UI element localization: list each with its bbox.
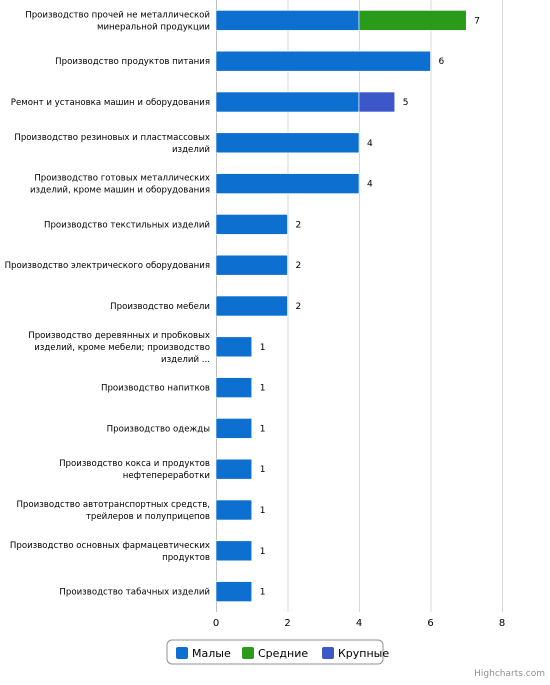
x-axis-ticks: 0 2 4 6 8 — [213, 618, 505, 629]
legend-item-1[interactable]: Малые — [176, 647, 231, 660]
data-label: 2 — [296, 261, 302, 271]
legend-swatch — [322, 647, 334, 659]
category-label: Производство мебели — [110, 302, 210, 312]
bar-1-7[interactable] — [215, 254, 288, 276]
legend-item-3[interactable]: Крупные — [322, 647, 389, 660]
x-tick-label: 0 — [213, 618, 219, 629]
category-label: Производство деревянных и пробковых издел… — [28, 331, 210, 365]
bar-1-8[interactable] — [215, 295, 288, 317]
x-tick-label: 4 — [356, 618, 362, 629]
bar-2-1[interactable] — [358, 10, 467, 31]
data-label: 2 — [296, 302, 302, 312]
bar-1-5[interactable] — [215, 173, 360, 194]
category-label: Производство готовых металлических издели… — [30, 174, 210, 196]
category-label: Ремонт и установка машин и оборудования — [11, 98, 210, 108]
data-label: 6 — [439, 57, 445, 67]
category-label: Производство одежды — [107, 424, 211, 434]
category-labels: Производство прочей не металлической мине… — [5, 10, 211, 597]
bar-1-12[interactable] — [215, 458, 253, 480]
category-label: Производство напитков — [101, 384, 210, 394]
data-label: 1 — [260, 547, 266, 557]
bar-1-2[interactable] — [215, 50, 431, 72]
data-label: 1 — [260, 588, 266, 598]
data-label: 1 — [260, 465, 266, 475]
category-label: Производство резиновых и пластмассовых из… — [14, 133, 210, 155]
category-label: Производство табачных изделий — [59, 588, 210, 598]
bar-3-3[interactable] — [358, 91, 396, 113]
data-label: 1 — [260, 343, 266, 353]
data-labels: 7 6 5 4 4 2 2 2 1 1 1 1 1 1 1 — [260, 16, 480, 597]
bar-1-1[interactable] — [215, 10, 360, 31]
category-label: Производство кокса и продуктов нефтеперер… — [59, 459, 210, 481]
bar-1-6[interactable] — [215, 214, 288, 235]
data-label: 2 — [296, 220, 302, 230]
data-label: 1 — [260, 384, 266, 394]
bar-1-4[interactable] — [215, 132, 360, 154]
legend-label: Малые — [192, 647, 231, 660]
bars — [215, 10, 467, 602]
data-label: 7 — [474, 16, 480, 26]
bar-1-14[interactable] — [215, 540, 253, 562]
legend-swatch — [242, 647, 254, 659]
category-label: Производство продуктов питания — [55, 57, 210, 67]
x-tick-label: 2 — [284, 618, 290, 629]
legend-swatch — [176, 647, 188, 659]
bar-1-10[interactable] — [215, 377, 253, 398]
x-tick-label: 8 — [499, 618, 505, 629]
category-label: Производство основных фармацевтических пр… — [10, 541, 210, 563]
data-label: 4 — [367, 180, 373, 190]
bar-1-13[interactable] — [215, 499, 253, 521]
legend-label: Крупные — [338, 647, 389, 660]
category-label: Производство прочей не металлической мине… — [25, 10, 210, 32]
legend-item-2[interactable]: Средние — [242, 647, 308, 660]
bar-1-9[interactable] — [215, 336, 253, 358]
data-label: 1 — [260, 424, 266, 434]
bar-1-15[interactable] — [215, 581, 253, 602]
data-label: 5 — [403, 98, 409, 108]
credits-link[interactable]: Highcharts.com — [474, 669, 545, 679]
x-tick-label: 6 — [427, 618, 433, 629]
category-label: Производство электрического оборудования — [5, 261, 210, 271]
legend: Малые Средние Крупные — [166, 639, 389, 665]
legend-label: Средние — [258, 647, 308, 660]
category-label: Производство текстильных изделий — [44, 220, 210, 230]
data-label: 4 — [367, 139, 373, 149]
bar-1-11[interactable] — [215, 418, 253, 439]
data-label: 1 — [260, 506, 266, 516]
category-label: Производство автотранспортных средств, тр… — [16, 500, 210, 522]
bar-1-3[interactable] — [215, 91, 360, 113]
